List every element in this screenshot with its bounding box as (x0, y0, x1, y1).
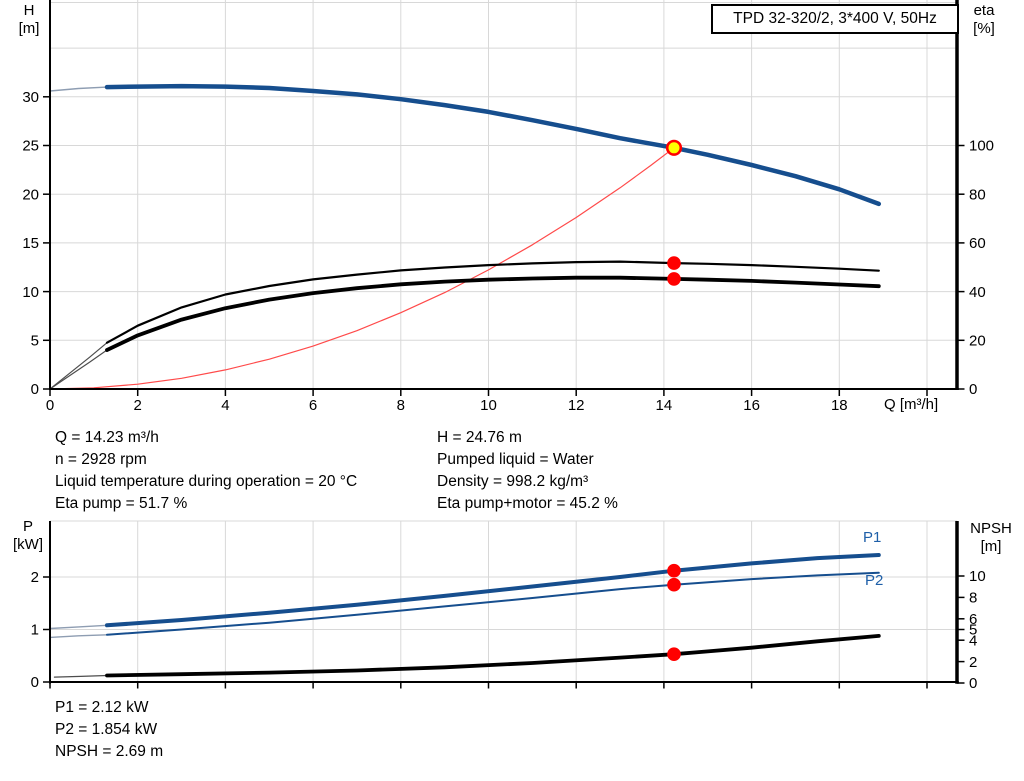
info-speed: n = 2928 rpm (55, 451, 147, 468)
operating-point-info-left: Q = 14.23 m³/h n = 2928 rpm Liquid tempe… (55, 427, 357, 515)
p-axis-unit-label: P [kW] (6, 518, 50, 554)
top-x-tick-label: 10 (480, 397, 497, 414)
operating-point-info-right: H = 24.76 m Pumped liquid = Water Densit… (437, 427, 618, 515)
duty-point (665, 139, 683, 156)
h-axis-unit: [m] (18, 20, 40, 37)
info-eta-pump-motor: Eta pump+motor = 45.2 % (437, 495, 618, 512)
p2-point (667, 577, 681, 592)
eta-tick-label: 80 (969, 186, 986, 203)
h-axis-symbol: H (23, 2, 35, 19)
p1-lead-in-curve (49, 624, 108, 630)
info-head: H = 24.76 m (437, 429, 522, 446)
top-chart: 0 2 4 6 8 10 12 14 16 18 0 5 10 15 20 25 30 0 20 40 60 80 100 (22, 0, 994, 414)
info-pumped-liquid: Pumped liquid = Water (437, 451, 594, 468)
npsh-tick-label: 2 (969, 654, 977, 671)
h-tick-label: 15 (22, 235, 39, 252)
eta-pump-point (667, 256, 681, 270)
p2-lead-in-curve (49, 634, 108, 639)
eta-axis-unit-label: eta [%] (962, 2, 1006, 38)
bottom-axes: 0 1 2 0 2 456 8 10 (31, 521, 986, 692)
npsh-tick-label: 4 (969, 632, 977, 649)
eta-pump-lead-in-curve (49, 342, 108, 390)
result-npsh: NPSH = 2.69 m (55, 743, 164, 760)
info-density: Density = 998.2 kg/m³ (437, 473, 589, 490)
h-tick-label: 0 (31, 381, 39, 398)
p2-curve-label: P2 (865, 572, 884, 589)
h-tick-label: 25 (22, 138, 39, 155)
result-block: P1 = 2.12 kW P2 = 1.854 kW NPSH = 2.69 m (55, 697, 163, 763)
q-axis-label: Q [m³/h] (884, 396, 939, 413)
top-x-tick-label: 2 (134, 397, 142, 414)
top-x-tick-label: 18 (831, 397, 848, 414)
eta-tick-label: 20 (969, 333, 986, 350)
eta-pump-motor-curve (105, 275, 881, 352)
eta-pump-motor-lead-in-curve (49, 349, 108, 390)
npsh-axis-unit-label: NPSH [m] (962, 520, 1020, 556)
eta-pump-curve (105, 260, 880, 344)
eta-axis-symbol: eta (973, 2, 995, 19)
p-tick-label: 2 (31, 569, 39, 586)
top-x-tick-label: 8 (397, 397, 405, 414)
p-tick-label: 1 (31, 622, 39, 639)
h-axis-unit-label: H [m] (9, 2, 49, 38)
top-x-tick-label: 12 (568, 397, 585, 414)
p1-curve-label: P1 (863, 529, 882, 546)
h-tick-label: 30 (22, 89, 39, 106)
npsh-tick-label: 0 (969, 675, 977, 692)
info-flow: Q = 14.23 m³/h (55, 429, 159, 446)
p2-curve (106, 571, 880, 636)
npsh-point (667, 647, 681, 661)
eta-axis-unit: [%] (973, 20, 995, 37)
npsh-tick-label: 5 (969, 622, 977, 639)
top-x-tick-label: 6 (309, 397, 317, 414)
p1-point (667, 563, 681, 578)
eta-tick-label: 0 (969, 381, 977, 398)
top-x-tick-label: 4 (221, 397, 229, 414)
h-tick-label: 20 (22, 186, 39, 203)
top-grid (50, 0, 957, 389)
eta-tick-label: 40 (969, 284, 986, 301)
p-axis-symbol: P (22, 518, 33, 535)
npsh-tick-label: 8 (969, 590, 977, 607)
eta-pump-motor-point (667, 272, 681, 286)
p-axis-unit: [kW] (13, 536, 43, 553)
result-p2: P2 = 1.854 kW (55, 721, 158, 738)
eta-tick-label: 60 (969, 235, 986, 252)
info-liquid-temperature: Liquid temperature during operation = 20… (55, 473, 358, 490)
npsh-lead-in-curve (53, 674, 108, 678)
npsh-tick-label: 10 (969, 568, 986, 585)
npsh-axis-unit: [m] (980, 538, 1002, 555)
system-curve-curve (49, 147, 675, 390)
p1-curve (105, 553, 881, 628)
result-p1: P1 = 2.12 kW (55, 699, 149, 716)
npsh-axis-symbol: NPSH (970, 520, 1012, 537)
top-x-tick-label: 16 (743, 397, 760, 414)
info-eta-pump: Eta pump = 51.7 % (55, 495, 188, 512)
eta-tick-label: 100 (969, 138, 994, 155)
top-x-tick-label: 0 (46, 397, 54, 414)
h-tick-label: 5 (31, 333, 39, 350)
p-tick-label: 0 (31, 674, 39, 691)
pump-type-title: TPD 32-320/2, 3*400 V, 50Hz (711, 4, 959, 34)
h-tick-label: 10 (22, 284, 39, 301)
head-curve (104, 83, 882, 207)
bottom-chart: 0 1 2 0 2 456 8 10 (31, 520, 986, 692)
top-axes: 0 2 4 6 8 10 12 14 16 18 0 5 10 15 20 25 30 0 20 40 60 80 100 (22, 0, 994, 414)
npsh-curve (105, 634, 881, 678)
top-x-tick-label: 14 (656, 397, 673, 414)
head-lead-in-curve (49, 86, 108, 92)
npsh-tick-label: 6 (969, 611, 977, 628)
